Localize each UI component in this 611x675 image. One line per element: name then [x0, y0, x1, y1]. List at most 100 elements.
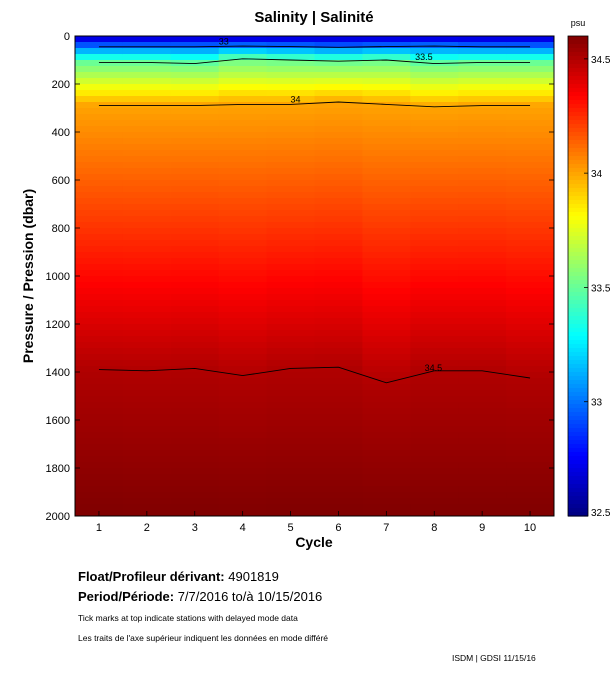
colorbar-segment	[568, 392, 588, 397]
heatmap-cell	[75, 342, 124, 349]
x-tick-label: 5	[287, 522, 293, 534]
heatmap-cell	[314, 390, 363, 397]
heatmap-cell	[266, 300, 316, 307]
colorbar-segment	[568, 280, 588, 285]
heatmap-cell	[458, 204, 507, 211]
heatmap-cell	[218, 348, 268, 355]
heatmap-cell	[362, 132, 411, 139]
heatmap-cell	[75, 156, 124, 163]
heatmap-cell	[218, 198, 268, 205]
heatmap-cell	[410, 426, 459, 433]
heatmap-cell	[506, 408, 554, 415]
colorbar-segment	[568, 452, 588, 457]
heatmap-cell	[170, 372, 220, 379]
heatmap-cell	[170, 72, 220, 79]
heatmap-cell	[75, 78, 124, 85]
heatmap-cell	[218, 96, 268, 103]
x-tick-label: 9	[479, 522, 485, 534]
heatmap-cell	[314, 84, 363, 91]
heatmap-cell	[314, 402, 363, 409]
heatmap-cell	[362, 198, 411, 205]
heatmap-cell	[410, 216, 459, 223]
heatmap-cell	[75, 408, 124, 415]
heatmap-cell	[122, 474, 172, 481]
heatmap-cell	[506, 138, 554, 145]
heatmap-cell	[410, 294, 459, 301]
heatmap-cell	[410, 378, 459, 385]
heatmap-cell	[75, 384, 124, 391]
heatmap-cell	[506, 300, 554, 307]
heatmap-cell	[458, 276, 507, 283]
heatmap-cell	[218, 66, 268, 73]
heatmap-cell	[266, 432, 316, 439]
heatmap-cell	[458, 504, 507, 511]
heatmap-cell	[266, 420, 316, 427]
heatmap-cell	[266, 396, 316, 403]
heatmap-cell	[122, 486, 172, 493]
colorbar-segment	[568, 36, 588, 41]
heatmap-cell	[170, 54, 220, 61]
colorbar-segment	[568, 96, 588, 101]
heatmap-cell	[458, 492, 507, 499]
heatmap-cell	[362, 378, 411, 385]
heatmap-cell	[458, 324, 507, 331]
heatmap-cell	[410, 360, 459, 367]
heatmap-cell	[218, 258, 268, 265]
colorbar-segment	[568, 132, 588, 137]
heatmap-cell	[122, 144, 172, 151]
colorbar-segment	[568, 136, 588, 141]
colorbar-segment	[568, 268, 588, 273]
heatmap-cell	[75, 180, 124, 187]
heatmap-cell	[506, 324, 554, 331]
heatmap-cell	[314, 444, 363, 451]
heatmap-cell	[410, 456, 459, 463]
heatmap-cell	[314, 420, 363, 427]
heatmap-cell	[75, 390, 124, 397]
heatmap-cell	[410, 384, 459, 391]
heatmap-cell	[362, 54, 411, 61]
heatmap-cell	[506, 390, 554, 397]
colorbar-segment	[568, 84, 588, 89]
heatmap-cell	[410, 72, 459, 79]
heatmap-cell	[170, 318, 220, 325]
colorbar-segment	[568, 420, 588, 425]
heatmap-cell	[122, 390, 172, 397]
heatmap-cell	[506, 438, 554, 445]
heatmap-cell	[266, 180, 316, 187]
heatmap-cell	[506, 192, 554, 199]
heatmap-cell	[266, 378, 316, 385]
heatmap-cell	[266, 342, 316, 349]
heatmap-cell	[458, 234, 507, 241]
heatmap-cell	[506, 144, 554, 151]
heatmap-cell	[314, 150, 363, 157]
heatmap-cell	[458, 306, 507, 313]
heatmap-cell	[362, 396, 411, 403]
heatmap-cell	[266, 480, 316, 487]
heatmap-cell	[266, 246, 316, 253]
heatmap-cell	[170, 126, 220, 133]
heatmap-cell	[314, 378, 363, 385]
heatmap-cell	[314, 276, 363, 283]
heatmap-cell	[266, 330, 316, 337]
heatmap-cell	[314, 222, 363, 229]
heatmap-cell	[362, 288, 411, 295]
heatmap-cell	[458, 498, 507, 505]
heatmap-cell	[75, 246, 124, 253]
heatmap-cell	[218, 42, 268, 49]
heatmap-cell	[122, 318, 172, 325]
heatmap-cell	[218, 186, 268, 193]
colorbar-segment	[568, 224, 588, 229]
heatmap-cell	[75, 402, 124, 409]
heatmap-cell	[410, 144, 459, 151]
heatmap-cell	[458, 192, 507, 199]
heatmap-cell	[170, 432, 220, 439]
heatmap-cell	[122, 456, 172, 463]
heatmap-cell	[218, 168, 268, 175]
heatmap-cell	[170, 354, 220, 361]
heatmap-cell	[75, 204, 124, 211]
heatmap-cell	[410, 174, 459, 181]
heatmap-cell	[75, 72, 124, 79]
heatmap-cell	[266, 306, 316, 313]
heatmap-cell	[75, 306, 124, 313]
heatmap-cell	[266, 138, 316, 145]
